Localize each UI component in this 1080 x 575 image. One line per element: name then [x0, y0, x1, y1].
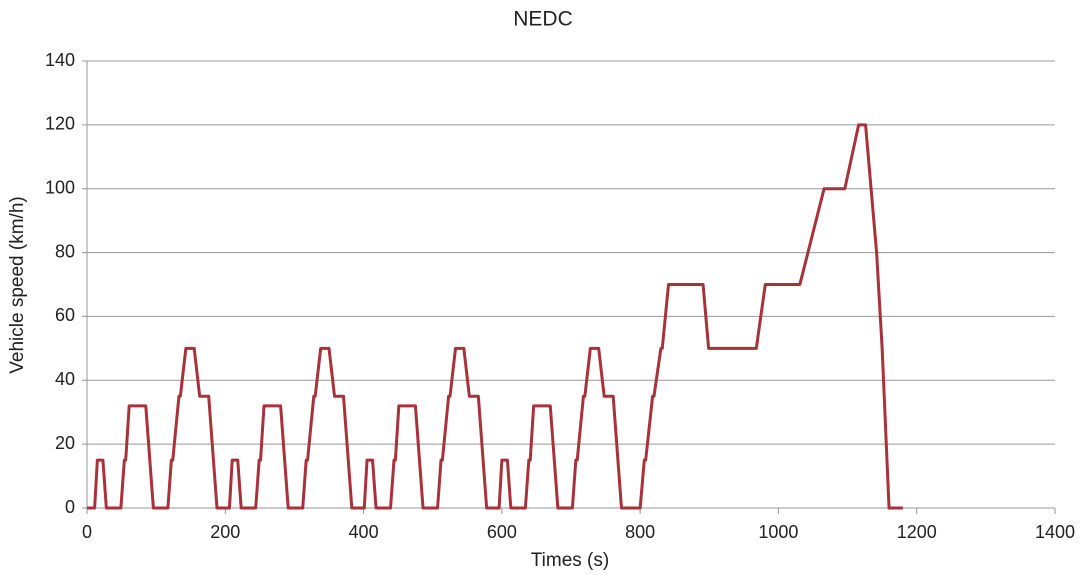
x-tick-label: 600 [487, 522, 517, 542]
y-tick-label: 80 [55, 241, 75, 261]
y-tick-label: 100 [45, 177, 75, 197]
x-tick-label: 200 [210, 522, 240, 542]
x-tick-label: 1400 [1035, 522, 1075, 542]
x-tick-label: 1000 [758, 522, 798, 542]
data-line [87, 123, 903, 510]
y-tick-label: 120 [45, 114, 75, 134]
x-tick-label: 800 [625, 522, 655, 542]
x-tick-label: 400 [349, 522, 379, 542]
y-tick-label: 0 [65, 497, 75, 517]
x-axis-label: Times (s) [531, 550, 609, 571]
y-tick-label: 140 [45, 50, 75, 70]
x-tick-label: 1200 [897, 522, 937, 542]
chart-title: NEDC [513, 8, 573, 31]
y-axis-label: Vehicle speed (km/h) [7, 196, 28, 373]
y-tick-label: 20 [55, 433, 75, 453]
x-tick-label: 0 [82, 522, 92, 542]
y-tick-label: 40 [55, 369, 75, 389]
y-tick-label: 60 [55, 305, 75, 325]
